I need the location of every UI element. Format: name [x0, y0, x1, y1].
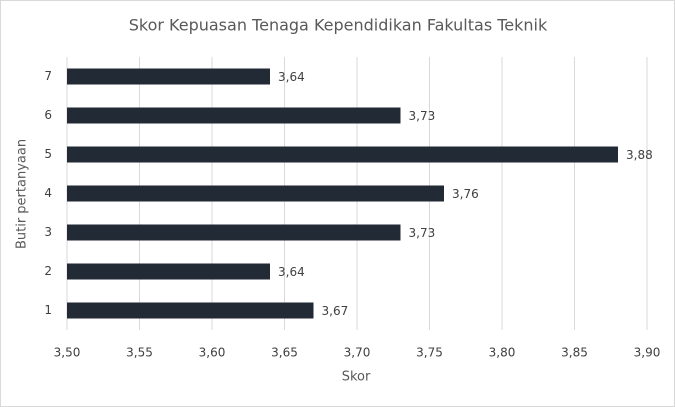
x-axis-title: Skor	[342, 370, 371, 385]
y-tick-label: 3	[44, 225, 52, 239]
value-label: 3,64	[278, 265, 305, 279]
bar	[67, 263, 270, 280]
value-label: 3,73	[409, 226, 436, 240]
x-tick-label: 3,90	[634, 346, 661, 360]
value-label: 3,64	[278, 70, 305, 84]
value-label: 3,67	[322, 304, 349, 318]
x-tick-label: 3,80	[489, 346, 516, 360]
value-label: 3,73	[409, 109, 436, 123]
x-tick-label: 3,60	[199, 346, 226, 360]
bar	[67, 107, 401, 124]
x-tick-label: 3,75	[416, 346, 443, 360]
y-tick-label: 5	[44, 147, 52, 161]
bar	[67, 185, 444, 202]
y-tick-label: 6	[44, 108, 52, 122]
x-tick-label: 3,50	[54, 346, 81, 360]
x-tick-label: 3,85	[561, 346, 588, 360]
value-label: 3,76	[452, 187, 479, 201]
y-tick-label: 7	[44, 69, 52, 83]
chart-title: Skor Kepuasan Tenaga Kependidikan Fakult…	[129, 16, 548, 35]
y-tick-label: 2	[44, 264, 52, 278]
x-tick-label: 3,65	[271, 346, 298, 360]
value-label: 3,88	[626, 148, 653, 162]
y-tick-label: 4	[44, 186, 52, 200]
bar	[67, 68, 270, 85]
bar	[67, 224, 401, 241]
y-axis-title: Butir pertanyaan	[15, 139, 30, 249]
y-tick-label: 1	[44, 303, 52, 317]
bar	[67, 146, 618, 163]
x-tick-label: 3,55	[126, 346, 153, 360]
bar	[67, 302, 314, 319]
x-tick-label: 3,70	[344, 346, 371, 360]
